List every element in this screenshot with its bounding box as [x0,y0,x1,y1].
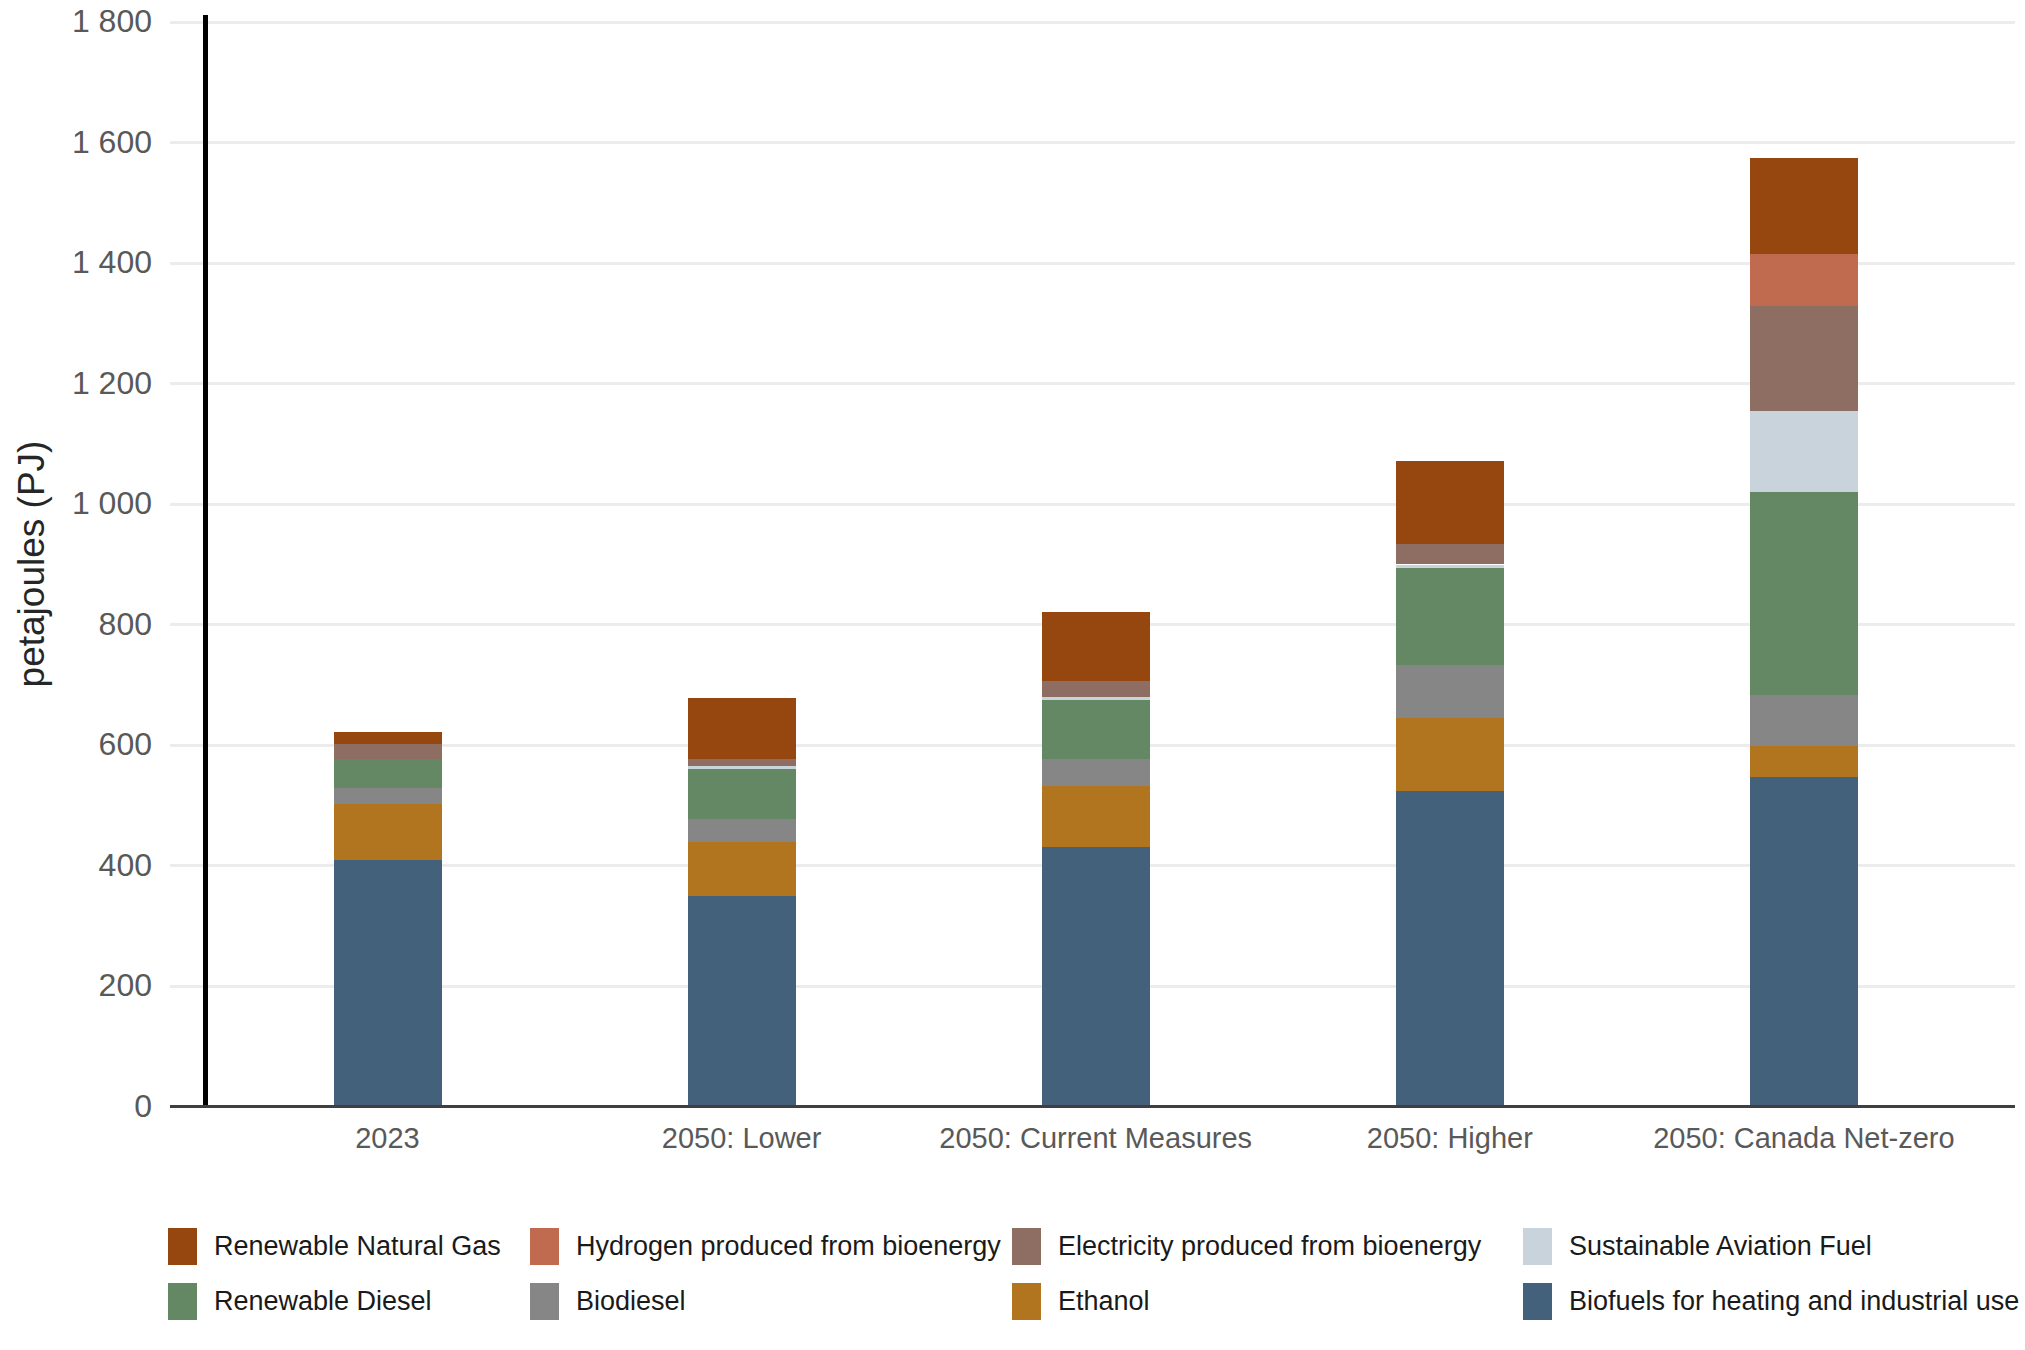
bar-segment-hydrogen-produced-from-bioenergy-2050-canada-net-zero[interactable] [1750,254,1858,306]
legend-item-ethanol[interactable]: Ethanol [1012,1283,1150,1320]
bar-segment-biofuels-for-heating-and-industrial-use-2050-current-measures[interactable] [1042,847,1150,1107]
bar-segment-biodiesel-2050-higher[interactable] [1396,665,1504,718]
gridline-1000 [170,503,2015,506]
legend-swatch-electricity-produced-from-bioenergy [1012,1228,1041,1265]
legend-swatch-biodiesel [530,1283,559,1320]
bar-segment-ethanol-2050-current-measures[interactable] [1042,786,1150,847]
bar-segment-electricity-produced-from-bioenergy-2050-lower[interactable] [688,759,796,766]
legend-label: Ethanol [1058,1286,1150,1317]
bar-segment-biodiesel-2050-current-measures[interactable] [1042,759,1150,786]
bar-segment-renewable-diesel-2050-current-measures[interactable] [1042,700,1150,759]
y-axis-title: petajoules (PJ) [11,379,53,749]
legend-label: Biodiesel [576,1286,686,1317]
legend-label: Renewable Natural Gas [214,1231,501,1262]
legend-item-sustainable-aviation-fuel[interactable]: Sustainable Aviation Fuel [1523,1228,1872,1265]
bar-segment-renewable-diesel-2050-higher[interactable] [1396,568,1504,666]
bar-segment-ethanol-2023[interactable] [334,804,442,860]
bar-segment-renewable-natural-gas-2050-lower[interactable] [688,698,796,758]
legend-swatch-renewable-natural-gas [168,1228,197,1265]
bar-segment-ethanol-2050-higher[interactable] [1396,718,1504,790]
y-tick-label-1200: 1 200 [0,365,152,402]
legend-label: Hydrogen produced from bioenergy [576,1231,1001,1262]
bar-segment-electricity-produced-from-bioenergy-2050-current-measures[interactable] [1042,681,1150,697]
x-tick-label-2050-canada-net-zero: 2050: Canada Net-zero [1554,1122,2025,1155]
legend-label: Biofuels for heating and industrial use [1569,1286,2019,1317]
gridline-1600 [170,141,2015,144]
bar-segment-renewable-diesel-2023[interactable] [334,759,442,787]
legend-label: Renewable Diesel [214,1286,432,1317]
legend-swatch-hydrogen-produced-from-bioenergy [530,1228,559,1265]
bar-segment-sustainable-aviation-fuel-2050-higher[interactable] [1396,565,1504,568]
legend-item-biodiesel[interactable]: Biodiesel [530,1283,686,1320]
legend-swatch-biofuels-for-heating-and-industrial-use [1523,1283,1552,1320]
bar-segment-biofuels-for-heating-and-industrial-use-2023[interactable] [334,860,442,1107]
y-tick-label-600: 600 [0,726,152,763]
legend-label: Sustainable Aviation Fuel [1569,1231,1872,1262]
bar-segment-electricity-produced-from-bioenergy-2050-higher[interactable] [1396,544,1504,564]
bar-segment-sustainable-aviation-fuel-2050-lower[interactable] [688,766,796,769]
y-tick-label-800: 800 [0,606,152,643]
bar-segment-biodiesel-2050-canada-net-zero[interactable] [1750,695,1858,746]
bar-segment-ethanol-2050-canada-net-zero[interactable] [1750,746,1858,777]
y-tick-label-1000: 1 000 [0,485,152,522]
y-tick-label-0: 0 [0,1088,152,1125]
y-tick-label-200: 200 [0,967,152,1004]
y-tick-label-1400: 1 400 [0,244,152,281]
gridline-1200 [170,382,2015,385]
legend-item-renewable-diesel[interactable]: Renewable Diesel [168,1283,432,1320]
y-tick-label-400: 400 [0,847,152,884]
bar-segment-renewable-natural-gas-2023[interactable] [334,732,442,743]
y-axis-line [203,15,208,1108]
x-axis-line [170,1105,2015,1108]
gridline-1800 [170,21,2015,24]
bar-segment-biofuels-for-heating-and-industrial-use-2050-higher[interactable] [1396,791,1504,1107]
legend-swatch-sustainable-aviation-fuel [1523,1228,1552,1265]
gridline-1400 [170,262,2015,265]
legend-label: Electricity produced from bioenergy [1058,1231,1481,1262]
y-tick-label-1600: 1 600 [0,124,152,161]
legend-item-renewable-natural-gas[interactable]: Renewable Natural Gas [168,1228,501,1265]
bar-segment-electricity-produced-from-bioenergy-2050-canada-net-zero[interactable] [1750,306,1858,411]
bar-segment-ethanol-2050-lower[interactable] [688,842,796,896]
bar-segment-biofuels-for-heating-and-industrial-use-2050-canada-net-zero[interactable] [1750,777,1858,1107]
legend-item-biofuels-for-heating-and-industrial-use[interactable]: Biofuels for heating and industrial use [1523,1283,2019,1320]
legend-item-hydrogen-produced-from-bioenergy[interactable]: Hydrogen produced from bioenergy [530,1228,1001,1265]
legend-swatch-renewable-diesel [168,1283,197,1320]
bar-segment-renewable-natural-gas-2050-canada-net-zero[interactable] [1750,158,1858,254]
bar-segment-renewable-natural-gas-2050-current-measures[interactable] [1042,612,1150,681]
legend-swatch-ethanol [1012,1283,1041,1320]
bar-segment-biofuels-for-heating-and-industrial-use-2050-lower[interactable] [688,896,796,1107]
bar-segment-sustainable-aviation-fuel-2050-canada-net-zero[interactable] [1750,411,1858,491]
bar-segment-sustainable-aviation-fuel-2050-current-measures[interactable] [1042,697,1150,700]
bar-segment-renewable-diesel-2050-lower[interactable] [688,769,796,820]
legend-item-electricity-produced-from-bioenergy[interactable]: Electricity produced from bioenergy [1012,1228,1481,1265]
bar-segment-electricity-produced-from-bioenergy-2023[interactable] [334,744,442,760]
y-tick-label-1800: 1 800 [0,3,152,40]
bar-segment-biodiesel-2023[interactable] [334,788,442,805]
bar-segment-renewable-diesel-2050-canada-net-zero[interactable] [1750,492,1858,695]
bar-segment-renewable-natural-gas-2050-higher[interactable] [1396,461,1504,544]
bar-segment-biodiesel-2050-lower[interactable] [688,819,796,841]
stacked-bar-chart: petajoules (PJ) 0 200 400 600 800 1 000 1 200 1… [0,0,2025,1350]
